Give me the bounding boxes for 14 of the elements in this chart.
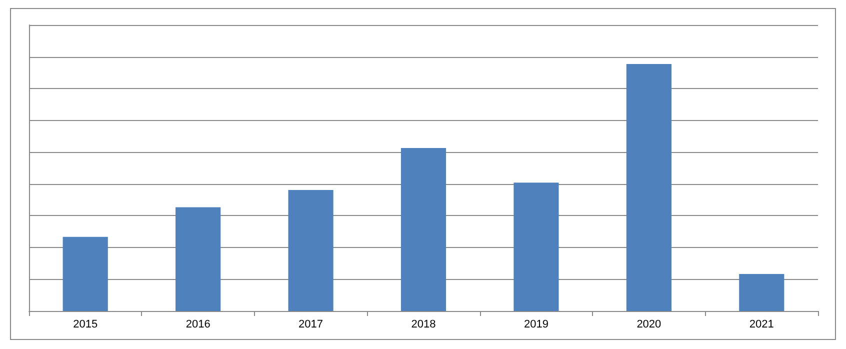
bar [176,207,221,311]
x-tick-label: 2016 [186,318,210,330]
x-tick-label: 2020 [636,318,662,330]
bar [739,274,784,311]
bar [400,148,446,311]
x-tick-label: 2017 [298,318,324,330]
x-tick-label: 2021 [749,318,774,330]
x-tick-label: 2015 [73,318,98,330]
bar [288,190,334,311]
bar [626,64,672,311]
bar [514,182,559,311]
bar [62,236,108,311]
x-tick-label: 2019 [524,318,548,330]
x-tick-label: 2018 [411,318,436,330]
